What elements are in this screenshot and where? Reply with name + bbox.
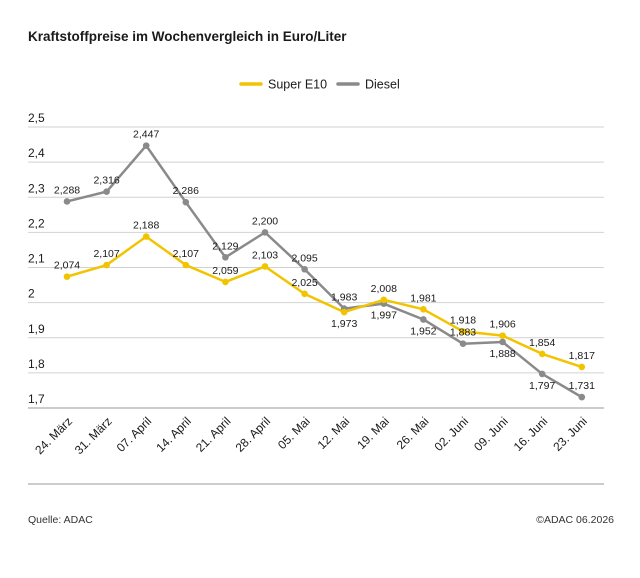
data-point	[182, 198, 190, 206]
data-label: 2,200	[252, 215, 278, 227]
data-point	[420, 316, 427, 323]
x-tick-label: 21. April	[193, 414, 234, 455]
data-label: 1,883	[450, 327, 476, 339]
data-label: 1,981	[410, 292, 436, 304]
x-tick-label: 16. Juni	[511, 414, 551, 454]
data-point	[222, 278, 229, 286]
x-tick-label: 19. Mai	[354, 414, 392, 452]
copyright-note: ©ADAC 06.2026	[536, 514, 614, 526]
data-point	[103, 261, 110, 269]
data-point	[301, 290, 308, 298]
legend-label: Diesel	[365, 78, 400, 92]
y-tick-label: 2,4	[28, 146, 45, 160]
data-point	[63, 198, 71, 205]
data-point	[301, 265, 308, 273]
data-point	[499, 332, 506, 339]
data-label: 2,095	[291, 252, 317, 264]
data-point	[222, 254, 229, 261]
data-point	[103, 188, 110, 195]
data-label: 2,103	[252, 249, 278, 261]
x-tick-label: 23. Juni	[550, 414, 590, 454]
data-label: 1,854	[529, 337, 555, 349]
y-tick-label: 2,1	[28, 252, 45, 266]
x-tick-label: 24. März	[32, 414, 75, 457]
data-point	[420, 305, 427, 313]
data-point	[261, 229, 269, 236]
data-label: 1,888	[489, 348, 515, 360]
y-tick-label: 2,2	[28, 216, 45, 230]
data-label: 2,188	[133, 220, 159, 232]
data-label: 1,973	[331, 318, 357, 330]
data-point	[340, 308, 348, 316]
data-point	[578, 393, 586, 401]
x-tick-label: 09. Juni	[471, 414, 511, 454]
data-label: 2,059	[212, 265, 238, 277]
series-line-diesel	[66, 144, 583, 399]
y-tick-label: 2,3	[28, 181, 45, 195]
data-label: 2,129	[212, 240, 238, 252]
x-tick-label: 26. Mai	[394, 414, 432, 452]
data-label: 1,817	[569, 350, 595, 362]
data-label: 1,797	[529, 380, 555, 392]
data-label: 2,025	[291, 277, 317, 289]
x-tick-label: 12. Mai	[315, 414, 353, 452]
data-label: 2,107	[173, 248, 199, 260]
y-tick-label: 1,8	[28, 357, 45, 371]
x-tick-label: 07. April	[114, 414, 155, 455]
data-label: 1,918	[450, 314, 476, 326]
data-label: 2,074	[54, 260, 80, 272]
data-label: 1,983	[331, 292, 357, 304]
data-point	[578, 363, 586, 371]
data-label: 2,447	[133, 129, 159, 141]
y-tick-label: 1,9	[28, 322, 45, 336]
data-point	[142, 142, 150, 149]
data-point	[63, 273, 71, 280]
data-point	[142, 233, 150, 240]
data-point	[459, 340, 467, 348]
y-tick-label: 1,7	[28, 392, 45, 406]
data-label: 2,288	[54, 184, 80, 196]
legend-label: Super E10	[268, 78, 327, 92]
series-line-super-e10	[66, 235, 583, 369]
data-label: 2,316	[93, 175, 119, 187]
data-point	[380, 296, 388, 304]
data-label: 1,906	[489, 319, 515, 331]
source-note: Quelle: ADAC	[28, 514, 93, 526]
data-point	[182, 261, 190, 269]
y-tick-label: 2	[28, 287, 35, 301]
y-tick-label: 2,5	[28, 111, 45, 125]
x-tick-label: 31. März	[72, 414, 115, 457]
data-point	[459, 328, 467, 335]
data-point	[499, 338, 506, 346]
data-point	[538, 350, 546, 358]
data-label: 2,008	[371, 283, 397, 295]
x-tick-label: 05. Mai	[275, 414, 313, 452]
data-label: 2,286	[173, 185, 199, 197]
data-label: 1,997	[371, 310, 397, 322]
chart-title: Kraftstoffpreise im Wochenvergleich in E…	[28, 29, 347, 44]
x-tick-label: 14. April	[153, 414, 194, 455]
data-point	[261, 263, 269, 270]
data-label: 2,107	[93, 248, 119, 260]
data-label: 1,731	[569, 380, 595, 392]
data-point	[538, 370, 546, 378]
x-tick-label: 28. April	[233, 414, 274, 455]
x-tick-label: 02. Juni	[432, 414, 472, 454]
data-label: 1,952	[410, 325, 436, 337]
